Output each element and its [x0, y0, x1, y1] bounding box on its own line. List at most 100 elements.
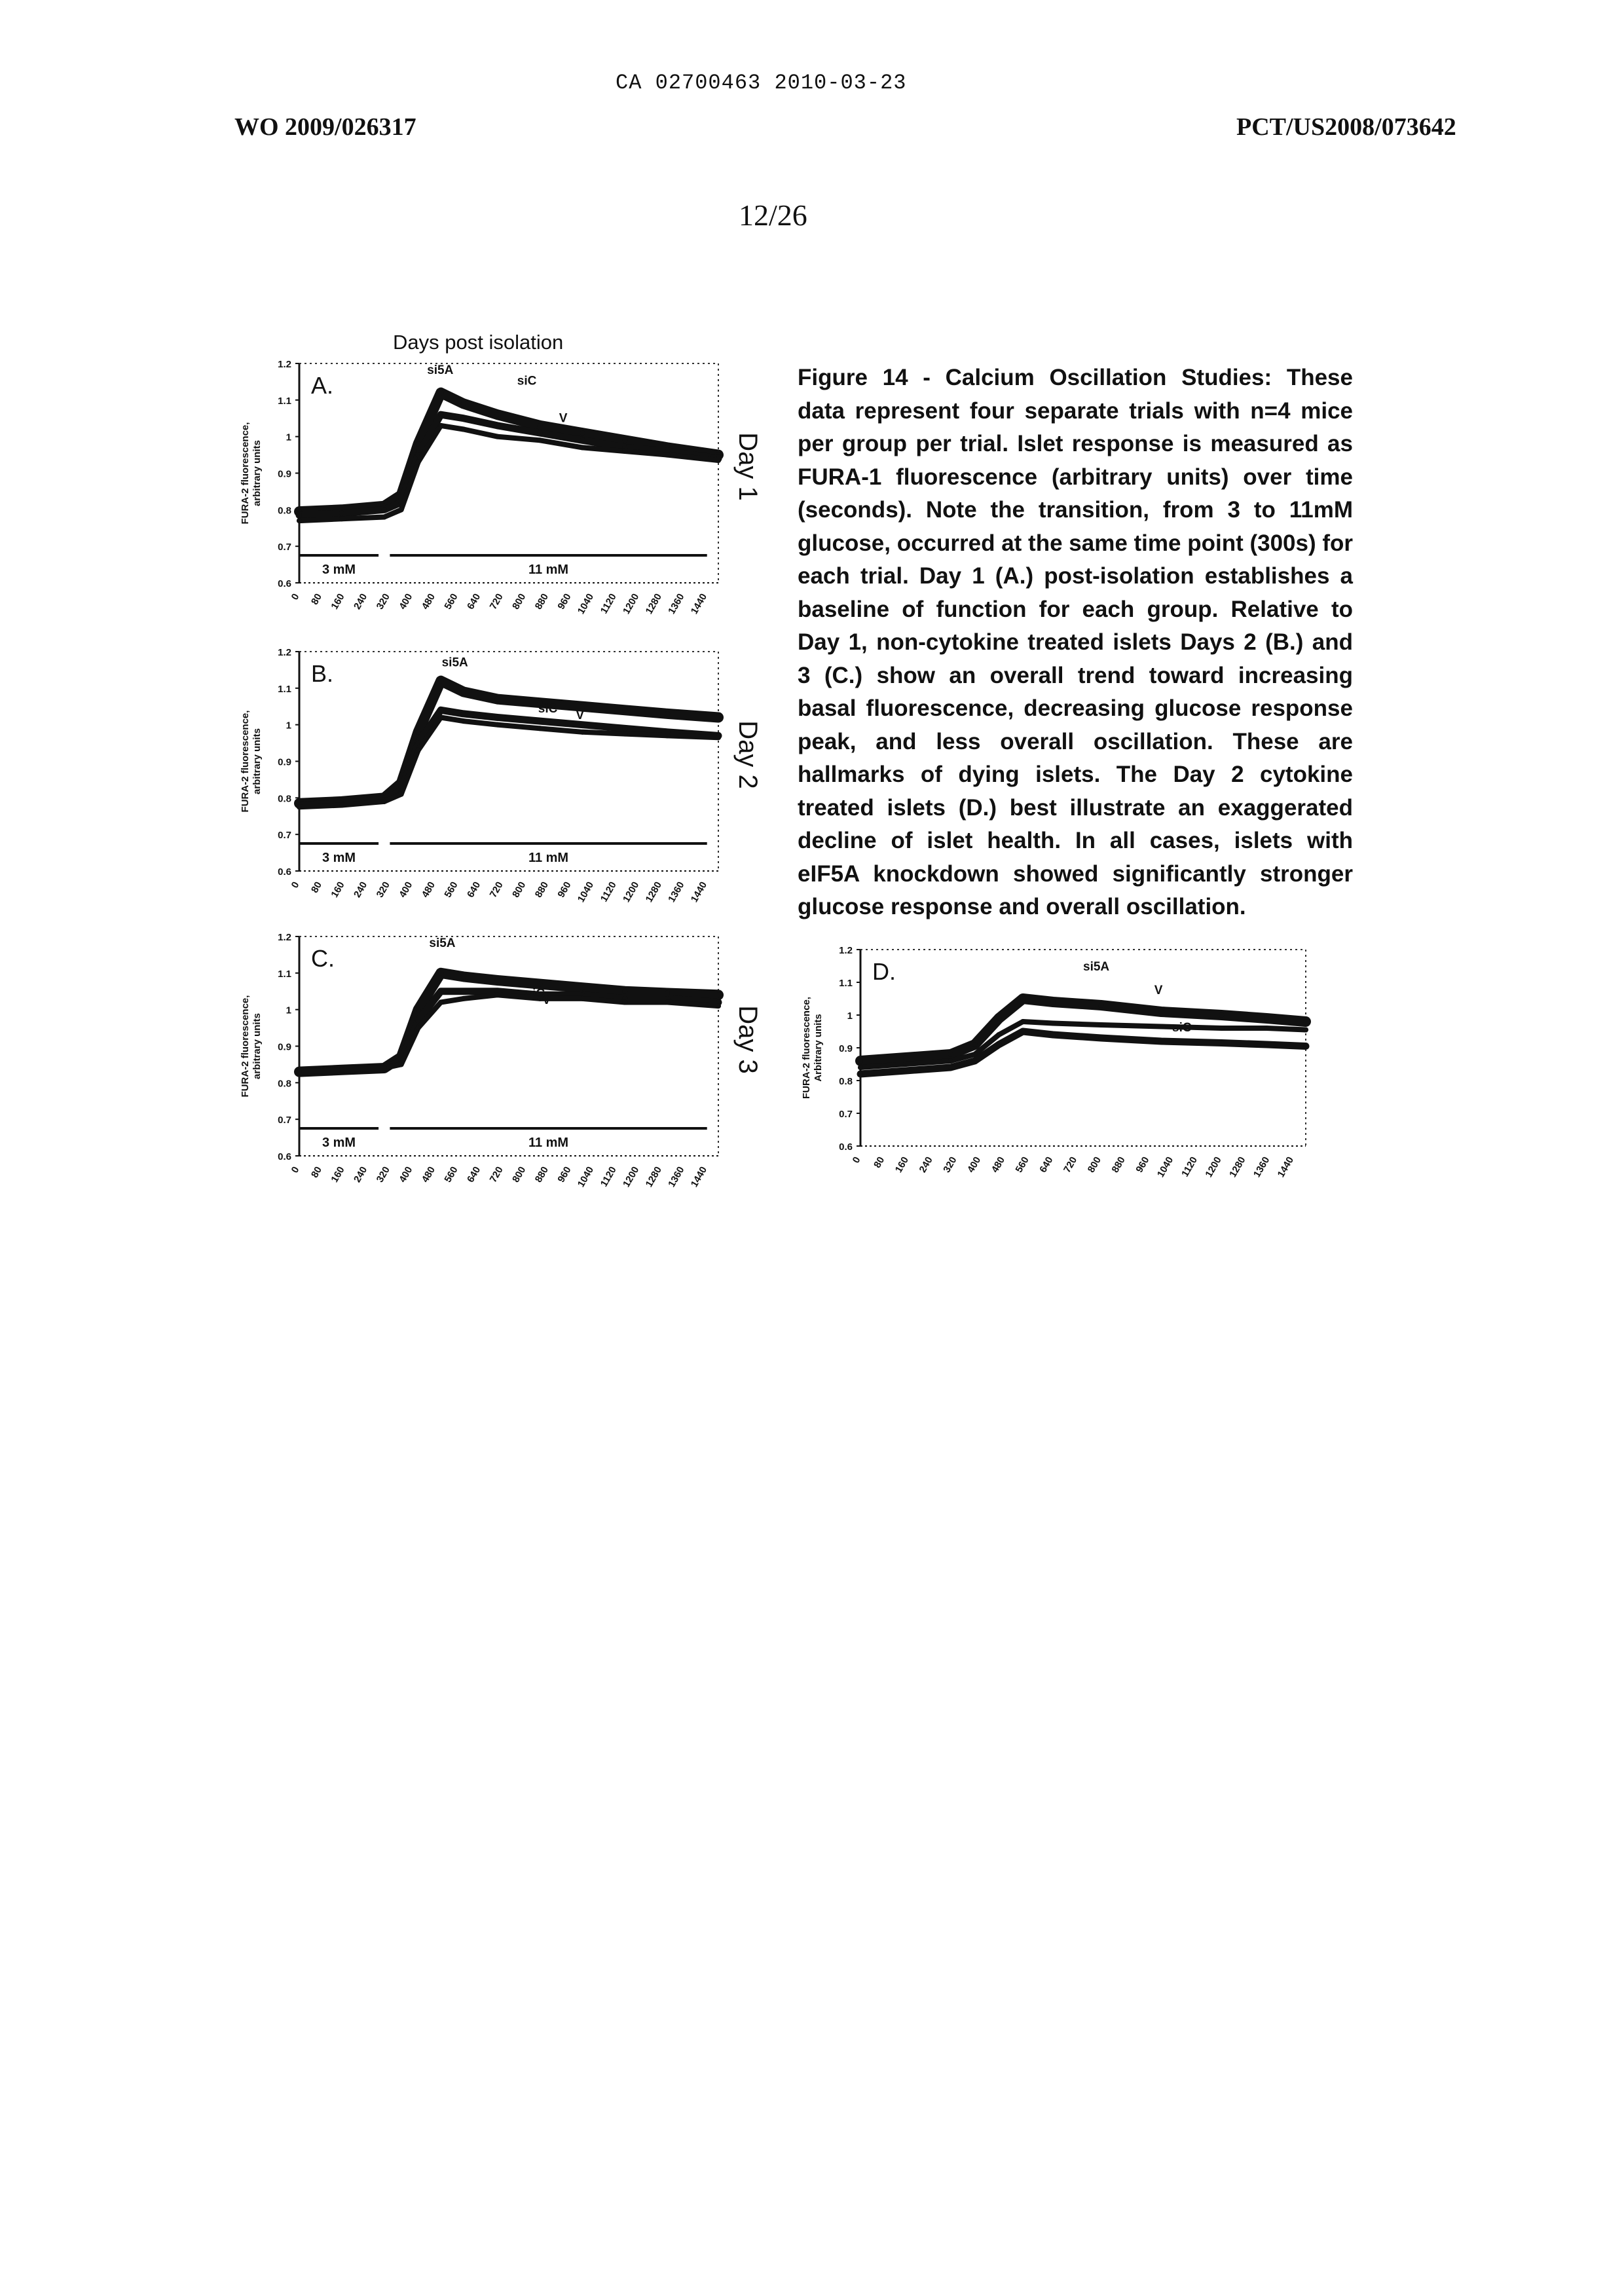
- glucose-condition-label: 3 mM: [322, 851, 356, 865]
- x-tick-label: 1280: [644, 880, 664, 904]
- data-point-si5A: [1099, 1003, 1104, 1008]
- series-label-si5A: si5A: [427, 363, 453, 377]
- series-label-siC: siC: [517, 375, 537, 388]
- x-tick-label: 240: [352, 592, 369, 612]
- x-tick-label: 80: [309, 1165, 324, 1180]
- data-point-V: [1303, 1028, 1308, 1033]
- series-label-V: V: [576, 709, 584, 722]
- x-tick-label: 480: [989, 1155, 1007, 1175]
- x-tick-label: 240: [352, 880, 369, 900]
- data-point-siC: [495, 423, 500, 428]
- y-tick-label: 0.9: [278, 757, 291, 768]
- data-point-si5A: [495, 412, 500, 417]
- y-axis-label: FURA-2 fluorescence,arbitrary units: [240, 711, 263, 813]
- data-point-siC: [1264, 1042, 1269, 1047]
- chart-panel-d: 1.21.110.90.80.70.6080160240320400480560…: [783, 936, 1320, 1212]
- x-tick-label: 1280: [644, 1165, 664, 1189]
- data-point-siC: [580, 437, 585, 443]
- data-point-siC: [948, 1065, 953, 1070]
- x-tick-label: 1200: [621, 880, 641, 904]
- x-tick-label: 240: [352, 1165, 369, 1185]
- data-point-si5A: [538, 423, 543, 428]
- data-point-V: [461, 718, 466, 724]
- y-tick-label: 0.7: [278, 1115, 291, 1126]
- x-tick-label: 880: [533, 1165, 551, 1185]
- data-point-V: [438, 1000, 443, 1005]
- x-tick-label: 0: [289, 592, 302, 602]
- data-point-V: [1050, 1021, 1056, 1026]
- series-label-siC: siC: [1172, 1021, 1192, 1035]
- x-tick-label: 1040: [1155, 1155, 1175, 1179]
- x-tick-label: 960: [555, 592, 573, 612]
- data-point-V: [382, 1065, 387, 1071]
- data-point-siC: [461, 989, 466, 994]
- x-tick-label: 400: [397, 592, 415, 612]
- data-point-V: [416, 748, 421, 753]
- x-tick-label: 880: [533, 880, 551, 900]
- y-tick-label: 0.7: [278, 542, 291, 553]
- data-point-siC: [622, 726, 627, 731]
- series-label-V: V: [559, 412, 568, 426]
- x-tick-label: 640: [465, 592, 483, 612]
- y-axis-label: FURA-2 fluorescence,arbitrary units: [240, 995, 263, 1098]
- data-point-V: [665, 1000, 670, 1005]
- data-point-V: [339, 1067, 344, 1073]
- series-label-V: V: [1154, 984, 1163, 997]
- data-point-V: [461, 427, 466, 432]
- x-tick-label: 1360: [666, 1165, 686, 1189]
- data-point-si5A: [972, 1042, 978, 1047]
- x-tick-label: 1360: [1251, 1155, 1272, 1179]
- y-tick-label: 0.8: [278, 793, 291, 804]
- data-point-V: [538, 437, 543, 443]
- data-point-si5A: [622, 707, 627, 713]
- data-point-si5A: [538, 982, 543, 987]
- x-tick-label: 960: [555, 880, 573, 900]
- x-tick-label: 800: [510, 592, 528, 612]
- data-point-si5A: [438, 678, 443, 684]
- data-point-siC: [1219, 1041, 1224, 1046]
- data-point-siC: [1020, 1029, 1025, 1034]
- data-point-siC: [903, 1068, 908, 1073]
- data-point-V: [665, 453, 670, 458]
- page-number: 12/26: [739, 198, 807, 232]
- series-label-siC: siC: [538, 702, 558, 716]
- x-tick-label: 560: [442, 1165, 460, 1185]
- x-tick-label: 1360: [666, 880, 686, 904]
- series-label-si5A: si5A: [442, 656, 468, 670]
- data-point-si5A: [438, 971, 443, 976]
- x-tick-label: 1440: [1276, 1155, 1296, 1179]
- data-point-siC: [538, 430, 543, 435]
- glucose-condition-label: 11 mM: [528, 563, 568, 577]
- x-tick-label: 1280: [1227, 1155, 1247, 1179]
- data-point-siC: [461, 416, 466, 421]
- data-point-siC: [297, 513, 302, 518]
- x-tick-label: 160: [329, 880, 346, 900]
- x-tick-label: 1040: [576, 1165, 596, 1189]
- x-tick-label: 1120: [599, 592, 619, 616]
- data-point-siC: [382, 507, 387, 512]
- y-tick-label: 1.1: [278, 396, 291, 407]
- day-label: Day 3: [733, 1005, 762, 1074]
- x-tick-label: 960: [555, 1165, 573, 1185]
- data-point-si5A: [716, 992, 721, 997]
- y-tick-label: 1: [286, 432, 291, 443]
- data-point-V: [339, 803, 344, 808]
- data-point-si5A: [438, 390, 443, 396]
- data-point-siC: [996, 1042, 1001, 1047]
- x-tick-label: 480: [420, 1165, 437, 1185]
- x-tick-label: 560: [442, 592, 460, 612]
- data-point-V: [948, 1058, 953, 1064]
- x-tick-label: 480: [420, 880, 437, 900]
- x-tick-label: 880: [533, 592, 551, 612]
- y-tick-label: 1.1: [278, 684, 291, 695]
- data-point-si5A: [665, 991, 670, 996]
- y-tick-label: 0.6: [278, 578, 291, 589]
- pct-application-number: PCT/US2008/073642: [1236, 113, 1456, 141]
- y-tick-label: 0.8: [278, 1078, 291, 1089]
- data-point-si5A: [948, 1052, 953, 1057]
- series-line-siC: [299, 415, 718, 515]
- y-tick-label: 1.1: [839, 978, 853, 989]
- x-tick-label: 160: [893, 1155, 911, 1175]
- data-point-si5A: [1050, 999, 1056, 1005]
- data-point-V: [416, 1026, 421, 1031]
